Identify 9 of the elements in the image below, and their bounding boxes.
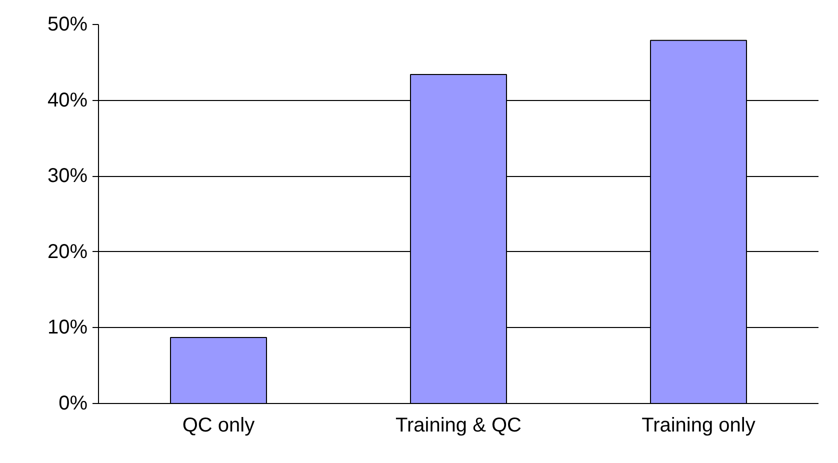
y-tick-label: 50% [47, 14, 88, 36]
y-tick-label: 30% [47, 165, 88, 188]
y-tick-label: 40% [47, 89, 88, 112]
y-tick-label: 10% [47, 316, 88, 339]
y-tick-label: 0% [58, 392, 88, 414]
x-tick-label: Training & QC [396, 414, 522, 436]
x-tick-label: Training only [642, 414, 756, 436]
y-tick-label: 20% [47, 240, 88, 263]
x-tick-label: QC only [182, 414, 255, 436]
